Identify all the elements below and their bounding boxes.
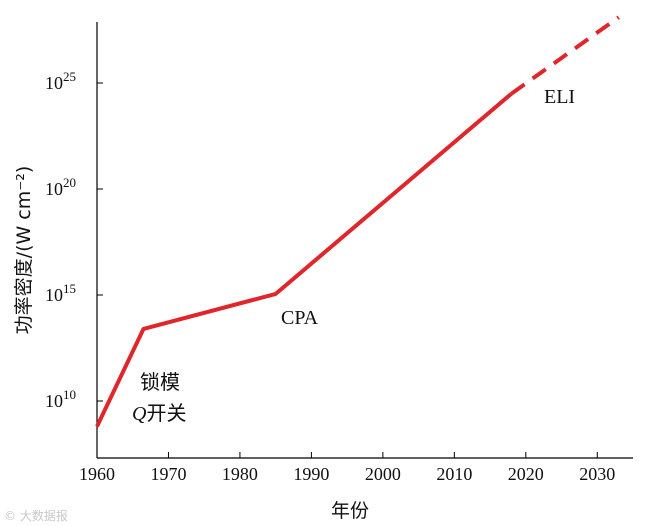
y-tick-label-base: 10 <box>45 179 63 199</box>
y-tick-label: 1025 <box>45 69 76 93</box>
y-tick-label: 1020 <box>45 175 76 199</box>
annotation-q-switch-text: 开关 <box>146 402 186 425</box>
annotation-mode-locking: 锁模 <box>140 371 180 394</box>
x-tick-label: 1980 <box>222 464 258 484</box>
annotation-q-letter: Q <box>132 403 147 425</box>
y-axis-label: 功率密度/(W cm⁻²) <box>13 166 35 335</box>
y-tick-label-base: 10 <box>45 73 63 93</box>
series-line-projected <box>510 15 620 96</box>
series-line <box>95 92 513 428</box>
watermark: © 大数据报 <box>4 508 68 523</box>
y-tick-label-exponent: 25 <box>63 69 76 84</box>
y-tick-label-exponent: 15 <box>63 281 76 296</box>
y-tick-label: 1010 <box>45 387 76 411</box>
annotation-q-switch: Q开关 <box>132 402 186 425</box>
x-tick-label: 2000 <box>365 464 401 484</box>
y-tick-label-base: 10 <box>45 285 63 305</box>
annotation-eli: ELI <box>544 86 575 108</box>
y-tick-label: 1015 <box>45 281 76 305</box>
x-tick-label: 2020 <box>508 464 544 484</box>
y-tick-label-exponent: 10 <box>63 387 76 402</box>
y-tick-label-base: 10 <box>45 391 63 411</box>
x-tick-label: 1960 <box>79 464 115 484</box>
annotation-cpa: CPA <box>281 307 319 329</box>
x-tick-label: 1970 <box>150 464 186 484</box>
y-tick-label-exponent: 20 <box>63 175 76 190</box>
series-group <box>95 15 620 428</box>
x-tick-label: 2030 <box>579 464 615 484</box>
x-axis-label: 年份 <box>331 500 369 522</box>
x-tick-label: 2010 <box>436 464 472 484</box>
x-tick-label: 1990 <box>293 464 329 484</box>
x-axis: 1960 1970 1980 1990 2000 2010 2020 2030 <box>79 452 633 484</box>
